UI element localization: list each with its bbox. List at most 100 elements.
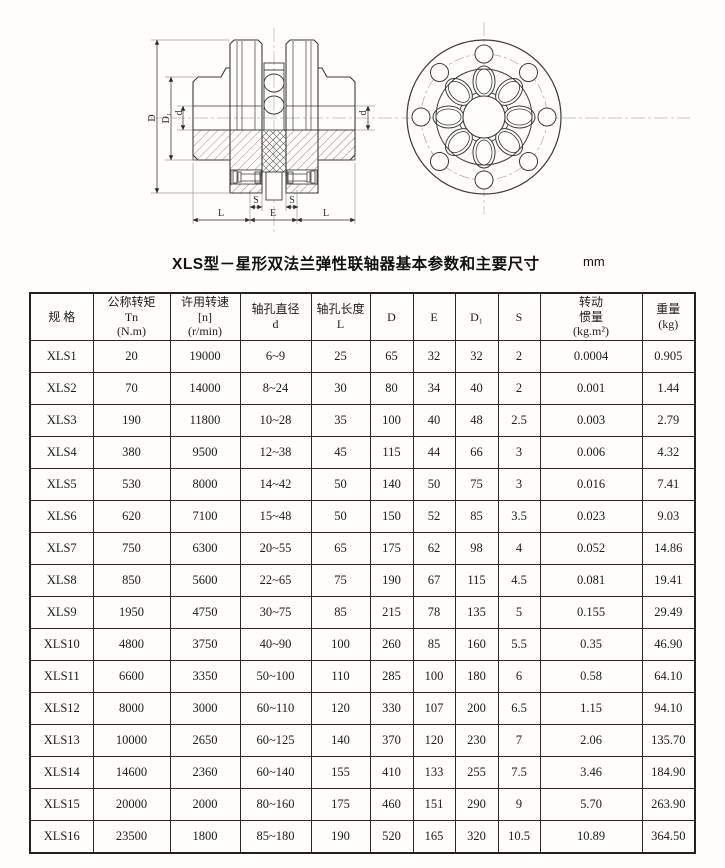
value-cell: 60~125 xyxy=(239,724,312,757)
value-cell: 0.0004 xyxy=(539,340,643,373)
value-cell: 320 xyxy=(454,820,499,853)
value-cell: 6600 xyxy=(92,660,171,693)
value-cell: 0.58 xyxy=(539,660,643,693)
col-header-D: D xyxy=(369,292,414,341)
table-row: XLS1 20 19000 6~9 25 65 32 32 2 0.0004 0.905 xyxy=(29,340,696,373)
value-cell: 364.50 xyxy=(641,820,696,853)
value-cell: 7100 xyxy=(169,500,241,533)
value-cell: 2360 xyxy=(169,756,241,789)
value-cell: 5 xyxy=(497,596,541,629)
table-row: XLS8 850 5600 22~65 75 190 67 115 4.5 0.081 19.41 xyxy=(29,564,696,597)
col-header-D1: D₁ xyxy=(454,292,499,341)
value-cell: 40~90 xyxy=(239,628,312,661)
value-cell: 140 xyxy=(310,724,371,757)
table-row: XLS5 530 8000 14~42 50 140 50 75 3 0.016 7.41 xyxy=(29,468,696,501)
spec-name-cell: XLS2 xyxy=(29,372,94,405)
value-cell: 190 xyxy=(310,820,371,853)
col-header-E: E xyxy=(412,292,456,341)
value-cell: 155 xyxy=(310,756,371,789)
value-cell: 200 xyxy=(454,692,499,725)
col-header-weight: 重量 (kg) xyxy=(641,292,696,341)
spec-name-cell: XLS11 xyxy=(29,660,94,693)
value-cell: 530 xyxy=(92,468,171,501)
value-cell: 9.03 xyxy=(641,500,696,533)
value-cell: 50 xyxy=(412,468,456,501)
value-cell: 6.5 xyxy=(497,692,541,725)
section-view xyxy=(192,39,356,201)
value-cell: 3000 xyxy=(169,692,241,725)
spec-table: 规 格 公称转矩 Tn (N.m) 许用转速 [n] (r/min) 轴孔直径 … xyxy=(29,292,696,854)
value-cell: 520 xyxy=(369,820,414,853)
value-cell: 45 xyxy=(310,436,371,469)
value-cell: 263.90 xyxy=(641,788,696,821)
value-cell: 20000 xyxy=(92,788,171,821)
value-cell: 100 xyxy=(310,628,371,661)
value-cell: 66 xyxy=(454,436,499,469)
value-cell: 120 xyxy=(310,692,371,725)
table-row: XLS16 23500 1800 85~180 190 520 165 320 10.5 10.8… xyxy=(29,820,696,853)
table-row: XLS13 10000 2650 60~125 140 370 120 230 7 2.06 135… xyxy=(29,724,696,757)
value-cell: 75 xyxy=(310,564,371,597)
value-cell: 380 xyxy=(92,436,171,469)
dim-label-d-left: d xyxy=(174,111,185,116)
value-cell: 230 xyxy=(454,724,499,757)
value-cell: 285 xyxy=(369,660,414,693)
value-cell: 2.5 xyxy=(497,404,541,437)
value-cell: 0.155 xyxy=(539,596,643,629)
value-cell: 0.35 xyxy=(539,628,643,661)
table-row: XLS9 1950 4750 30~75 85 215 78 135 5 0.155 29.49 xyxy=(29,596,696,629)
value-cell: 10.89 xyxy=(539,820,643,853)
value-cell: 1.15 xyxy=(539,692,643,725)
value-cell: 175 xyxy=(310,788,371,821)
value-cell: 3350 xyxy=(169,660,241,693)
dim-label-L-right: L xyxy=(323,208,329,219)
value-cell: 184.90 xyxy=(641,756,696,789)
value-cell: 20 xyxy=(92,340,171,373)
value-cell: 2.79 xyxy=(641,404,696,437)
value-cell: 65 xyxy=(369,340,414,373)
value-cell: 5600 xyxy=(169,564,241,597)
value-cell: 14~42 xyxy=(239,468,312,501)
table-row: XLS6 620 7100 15~48 50 150 52 85 3.5 0.023 9.03 xyxy=(29,500,696,533)
value-cell: 100 xyxy=(412,660,456,693)
value-cell: 151 xyxy=(412,788,456,821)
value-cell: 135 xyxy=(454,596,499,629)
value-cell: 135.70 xyxy=(641,724,696,757)
spec-name-cell: XLS7 xyxy=(29,532,94,565)
spec-name-cell: XLS4 xyxy=(29,436,94,469)
value-cell: 2 xyxy=(497,372,541,405)
value-cell: 80 xyxy=(369,372,414,405)
value-cell: 4750 xyxy=(169,596,241,629)
value-cell: 15~48 xyxy=(239,500,312,533)
spec-table-body: XLS1 20 19000 6~9 25 65 32 32 2 0.0004 0.905 XLS2 70… xyxy=(29,340,696,853)
value-cell: 7.5 xyxy=(497,756,541,789)
value-cell: 32 xyxy=(412,340,456,373)
value-cell: 62 xyxy=(412,532,456,565)
value-cell: 3 xyxy=(497,468,541,501)
value-cell: 14600 xyxy=(92,756,171,789)
value-cell: 5.70 xyxy=(539,788,643,821)
value-cell: 0.001 xyxy=(539,372,643,405)
dim-label-D: D xyxy=(147,114,158,121)
value-cell: 65 xyxy=(310,532,371,565)
value-cell: 2650 xyxy=(169,724,241,757)
col-header-allowable-speed: 许用转速 [n] (r/min) xyxy=(169,292,241,341)
value-cell: 78 xyxy=(412,596,456,629)
value-cell: 620 xyxy=(92,500,171,533)
value-cell: 32 xyxy=(454,340,499,373)
value-cell: 0.006 xyxy=(539,436,643,469)
value-cell: 175 xyxy=(369,532,414,565)
col-header-S: S xyxy=(497,292,541,341)
spec-name-cell: XLS1 xyxy=(29,340,94,373)
table-row: XLS4 380 9500 12~38 45 115 44 66 3 0.006 4.32 xyxy=(29,436,696,469)
value-cell: 370 xyxy=(369,724,414,757)
value-cell: 160 xyxy=(454,628,499,661)
value-cell: 6 xyxy=(497,660,541,693)
table-row: XLS11 6600 3350 50~100 110 285 100 180 6 0.58 64.1… xyxy=(29,660,696,693)
value-cell: 19.41 xyxy=(641,564,696,597)
table-row: XLS10 4800 3750 40~90 100 260 85 160 5.5 0.35 46.9… xyxy=(29,628,696,661)
value-cell: 6~9 xyxy=(239,340,312,373)
col-header-spec: 规 格 xyxy=(29,292,94,341)
value-cell: 3 xyxy=(497,436,541,469)
value-cell: 67 xyxy=(412,564,456,597)
